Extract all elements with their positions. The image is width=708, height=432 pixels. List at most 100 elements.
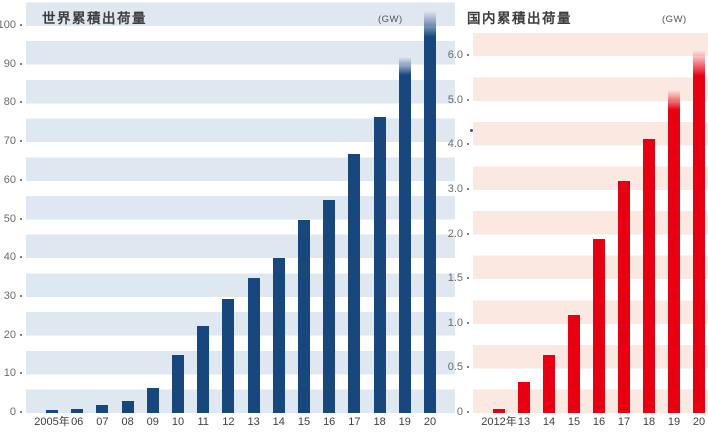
tick-dot-icon [20, 24, 22, 26]
bar-10 [172, 354, 184, 413]
world-unit-label: (GW) [378, 14, 403, 25]
tick-dot-icon [467, 54, 469, 57]
tick-dot-icon [467, 143, 469, 146]
x-label-18: 18 [373, 416, 386, 428]
bar-2012年 [493, 408, 505, 413]
tick-dot-icon [20, 101, 22, 104]
y-tick-5.0: 5.0 [423, 94, 469, 107]
x-label-17: 17 [348, 416, 361, 428]
bar-13 [518, 381, 530, 413]
x-label-20: 20 [423, 416, 437, 428]
x-label-07: 07 [96, 416, 109, 428]
y-tick-30: 30 [0, 290, 22, 303]
bar-20 [693, 49, 705, 413]
y-tick-0: 0 [0, 406, 22, 419]
y-tick-10: 10 [0, 367, 22, 380]
x-label-15: 15 [297, 416, 311, 428]
tick-dot-icon [20, 256, 22, 259]
y-tick-2.0: 2.0 [423, 228, 469, 241]
y-tick-0: 0 [423, 406, 469, 419]
y-tick-1.5: 1.5 [423, 272, 469, 285]
bar-20 [424, 10, 436, 413]
tick-dot-icon [20, 372, 22, 375]
tick-dot-icon [20, 178, 22, 181]
bar-11 [197, 325, 210, 413]
world-plot-area [26, 2, 455, 413]
x-label-16: 16 [592, 416, 606, 428]
y-tick-4.0: 4.0 [423, 138, 469, 151]
x-label-2012年: 2012年 [481, 416, 517, 428]
x-label-15: 15 [567, 416, 581, 428]
tick-dot-icon [20, 140, 22, 143]
x-label-17: 17 [617, 416, 631, 428]
bar-08 [121, 400, 134, 413]
x-label-14: 14 [542, 416, 556, 428]
y-tick-90: 90 [0, 58, 22, 71]
tick-dot-icon [20, 217, 22, 220]
bar-13 [247, 277, 260, 413]
x-label-20: 20 [692, 416, 706, 428]
bar-2005年 [46, 410, 58, 413]
domestic-unit-label: (GW) [662, 14, 687, 25]
x-label-10: 10 [171, 416, 185, 428]
tick-dot-icon [467, 188, 469, 190]
y-tick-3.0: 3.0 [423, 183, 469, 196]
bar-15 [298, 219, 310, 413]
y-tick-40: 40 [0, 251, 22, 264]
bar-19 [668, 89, 680, 413]
bar-09 [146, 387, 159, 413]
x-label-11: 11 [197, 416, 209, 428]
bar-16 [323, 200, 336, 413]
tick-dot-icon [20, 294, 22, 297]
x-label-13: 13 [247, 416, 260, 428]
y-tick-80: 80 [0, 96, 22, 109]
y-tick-60: 60 [0, 174, 22, 187]
bar-07 [96, 404, 109, 413]
tick-dot-icon [467, 232, 469, 235]
bar-17 [348, 153, 361, 413]
bar-12 [222, 298, 235, 413]
y-tick-50: 50 [0, 213, 22, 226]
x-label-12: 12 [222, 416, 235, 428]
x-label-08: 08 [121, 416, 134, 428]
bar-16 [593, 239, 605, 413]
x-label-13: 13 [517, 416, 531, 428]
domestic-chart-title: 国内累積出荷量 [467, 11, 572, 26]
world-chart-title: 世界累積出荷量 [42, 11, 147, 26]
y-tick-20: 20 [0, 329, 22, 342]
tick-dot-icon [467, 411, 469, 413]
x-label-16: 16 [323, 416, 336, 428]
stray-blue-dot [470, 129, 473, 132]
tick-dot-icon [20, 411, 22, 413]
bar-19 [398, 56, 411, 413]
tick-dot-icon [20, 62, 22, 65]
bar-18 [373, 116, 386, 413]
y-tick-0.5: 0.5 [423, 361, 469, 374]
x-label-2005年: 2005年 [34, 416, 70, 428]
x-label-14: 14 [272, 416, 285, 428]
x-label-06: 06 [71, 416, 84, 428]
x-label-19: 19 [398, 416, 411, 428]
tick-dot-icon [467, 366, 469, 369]
tick-dot-icon [467, 277, 469, 280]
y-tick-6.0: 6.0 [423, 49, 469, 62]
bar-14 [272, 258, 285, 413]
tick-dot-icon [20, 333, 22, 336]
y-tick-1.0: 1.0 [423, 317, 469, 330]
x-label-09: 09 [146, 416, 159, 428]
tick-dot-icon [467, 321, 469, 324]
bar-18 [643, 138, 655, 413]
tick-dot-icon [467, 98, 469, 101]
y-tick-70: 70 [0, 135, 22, 148]
y-tick-100: 100 [0, 19, 22, 32]
domestic-plot-area [473, 33, 708, 413]
x-label-19: 19 [667, 416, 681, 428]
bar-15 [568, 314, 580, 413]
bar-06 [71, 408, 84, 413]
x-label-18: 18 [642, 416, 656, 428]
bar-14 [543, 355, 555, 413]
bar-17 [618, 181, 630, 413]
